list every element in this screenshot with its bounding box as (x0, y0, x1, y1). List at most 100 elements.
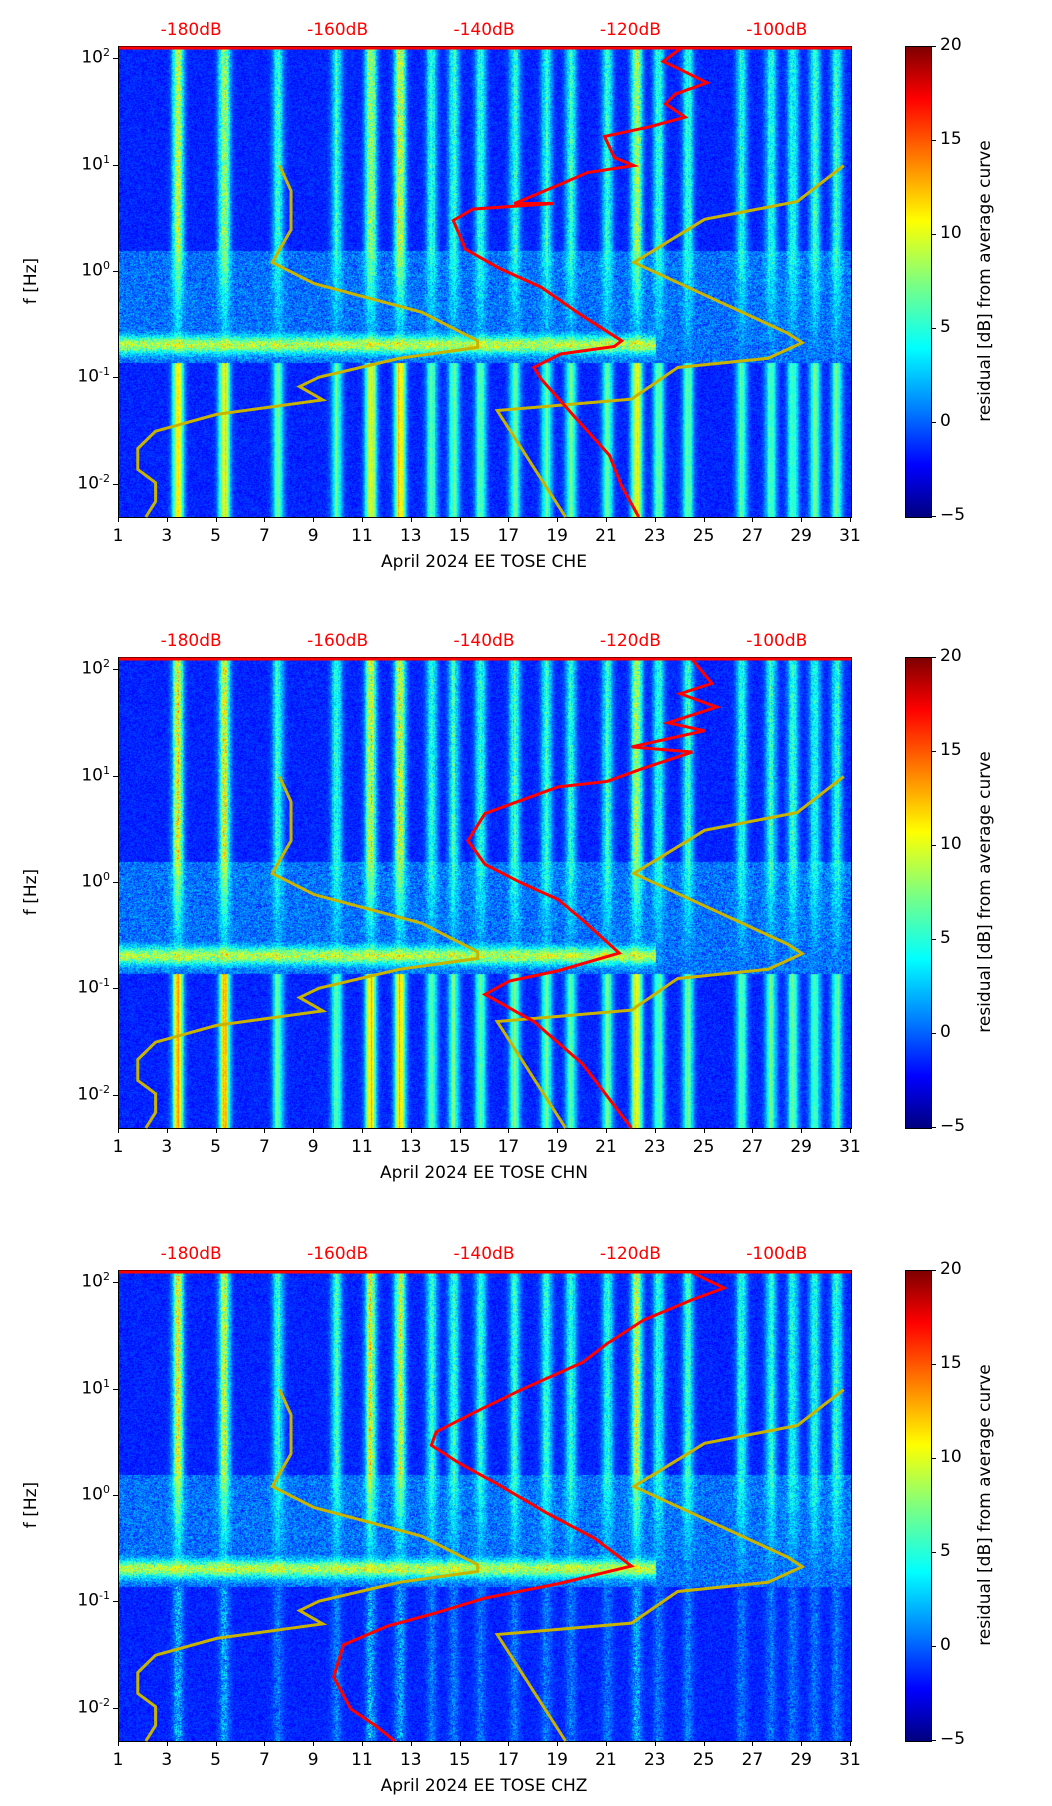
colorbar-tick-label: 15 (940, 129, 962, 149)
yellow-reference-curve-0 (136, 164, 480, 518)
y-tick (113, 882, 118, 884)
colorbar-tick-label: 0 (940, 411, 951, 431)
top-axis-db-label: -180dB (160, 1244, 222, 1264)
x-tick-label: 27 (741, 526, 764, 546)
y-tick-exponent: 0 (103, 870, 110, 884)
y-tick (113, 1388, 118, 1390)
x-tick-label: 17 (497, 1750, 520, 1770)
colorbar-tick (931, 1270, 936, 1271)
y-tick-label: 100 (81, 1483, 110, 1505)
x-tick-label: 29 (790, 526, 813, 546)
x-tick-label: 31 (839, 526, 861, 546)
red-average-curve (451, 47, 711, 518)
x-tick-label: 17 (497, 526, 520, 546)
top-axis-db-label: -100dB (746, 1244, 808, 1264)
x-tick (166, 517, 168, 522)
y-tick (113, 271, 118, 273)
x-tick (410, 1741, 412, 1746)
y-tick-label: 10-1 (77, 976, 110, 999)
x-tick-label: 23 (643, 1137, 666, 1157)
colorbar-tick-label: 0 (940, 1635, 951, 1655)
colorbar-tick-label: 5 (940, 317, 951, 337)
x-tick-label: 23 (643, 526, 666, 546)
y-tick-exponent: -1 (99, 1589, 110, 1603)
y-tick-exponent: -2 (99, 1695, 110, 1709)
colorbar-tick (931, 657, 936, 658)
yellow-reference-curve-1 (494, 775, 845, 1129)
x-tick-label: 7 (258, 1750, 270, 1770)
x-tick (313, 1128, 315, 1133)
x-tick-label: 11 (351, 1750, 373, 1770)
x-tick-label: 27 (741, 1137, 764, 1157)
x-tick (410, 517, 412, 522)
top-axis-db-label: -140dB (453, 1244, 515, 1264)
x-tick (410, 1128, 412, 1133)
curves-layer (119, 657, 851, 1129)
y-tick-exponent: -2 (99, 1082, 110, 1096)
x-tick-label: 1 (112, 526, 124, 546)
colorbar-tick (931, 845, 936, 846)
y-tick-label: 10-2 (77, 1695, 110, 1718)
x-tick (752, 517, 754, 522)
x-tick-label: 25 (692, 1137, 715, 1157)
y-tick-label: 102 (81, 657, 110, 679)
x-tick (459, 1741, 461, 1746)
x-tick-label: 25 (692, 526, 715, 546)
top-axis-db-label: -160dB (307, 20, 369, 40)
y-tick-exponent: 0 (103, 259, 110, 273)
colorbar-tick (931, 46, 936, 47)
x-tick-label: 9 (307, 526, 319, 546)
x-tick (118, 517, 119, 522)
colorbar-tick (931, 1458, 936, 1459)
x-tick-label: 17 (497, 1137, 520, 1157)
colorbar (905, 1270, 932, 1742)
x-tick (362, 1128, 363, 1133)
colorbar-tick (931, 1740, 936, 1741)
x-tick-label: 7 (258, 1137, 270, 1157)
top-axis-db-label: -160dB (307, 1244, 369, 1264)
spectrogram-panel-chz: 1 3 5 7 9 11 13 15 17 19 21 23 25 27 29 31 10-2 10-1 100 10… (0, 1224, 1052, 1806)
x-tick (606, 1741, 607, 1746)
x-tick-label: 3 (161, 1750, 173, 1770)
colorbar-tick (931, 1364, 936, 1365)
y-tick-exponent: 2 (103, 1270, 110, 1284)
x-tick-label: 3 (161, 526, 173, 546)
x-tick (362, 1741, 363, 1746)
colorbar-tick-label: 10 (940, 223, 962, 243)
y-tick (113, 1094, 118, 1096)
x-tick-label: 19 (546, 1750, 569, 1770)
colorbar-tick-label: −5 (940, 1729, 966, 1749)
x-axis-label: April 2024 EE TOSE CHZ (380, 1776, 588, 1796)
plot-area (118, 657, 852, 1129)
x-tick-label: 23 (643, 1750, 666, 1770)
y-tick-label: 102 (81, 1270, 110, 1292)
top-axis-db-label: -100dB (746, 631, 808, 651)
colorbar-tick (931, 328, 936, 329)
x-tick-label: 11 (351, 1137, 373, 1157)
x-tick-label: 11 (351, 526, 373, 546)
x-tick (508, 1741, 510, 1746)
colorbar-tick (931, 422, 936, 423)
yellow-reference-curve-0 (136, 775, 480, 1129)
top-axis-db-label: -140dB (453, 631, 515, 651)
y-tick (113, 1601, 118, 1603)
y-tick (113, 483, 118, 485)
x-tick (459, 1128, 461, 1133)
x-tick-label: 25 (692, 1750, 715, 1770)
y-tick-exponent: -1 (99, 365, 110, 379)
colorbar-tick-label: 0 (940, 1022, 951, 1042)
x-tick (215, 1128, 217, 1133)
y-tick-exponent: 2 (103, 657, 110, 671)
x-tick (606, 1128, 607, 1133)
x-tick-label: 15 (448, 1750, 471, 1770)
colorbar-tick (931, 939, 936, 940)
y-tick (113, 775, 118, 777)
x-tick-label: 7 (258, 526, 270, 546)
colorbar-tick (931, 1552, 936, 1553)
x-tick (166, 1128, 168, 1133)
x-tick (752, 1128, 754, 1133)
colorbar-tick-label: 5 (940, 928, 951, 948)
yellow-reference-curve-1 (494, 1388, 845, 1742)
x-tick (118, 1741, 119, 1746)
x-tick (606, 517, 607, 522)
